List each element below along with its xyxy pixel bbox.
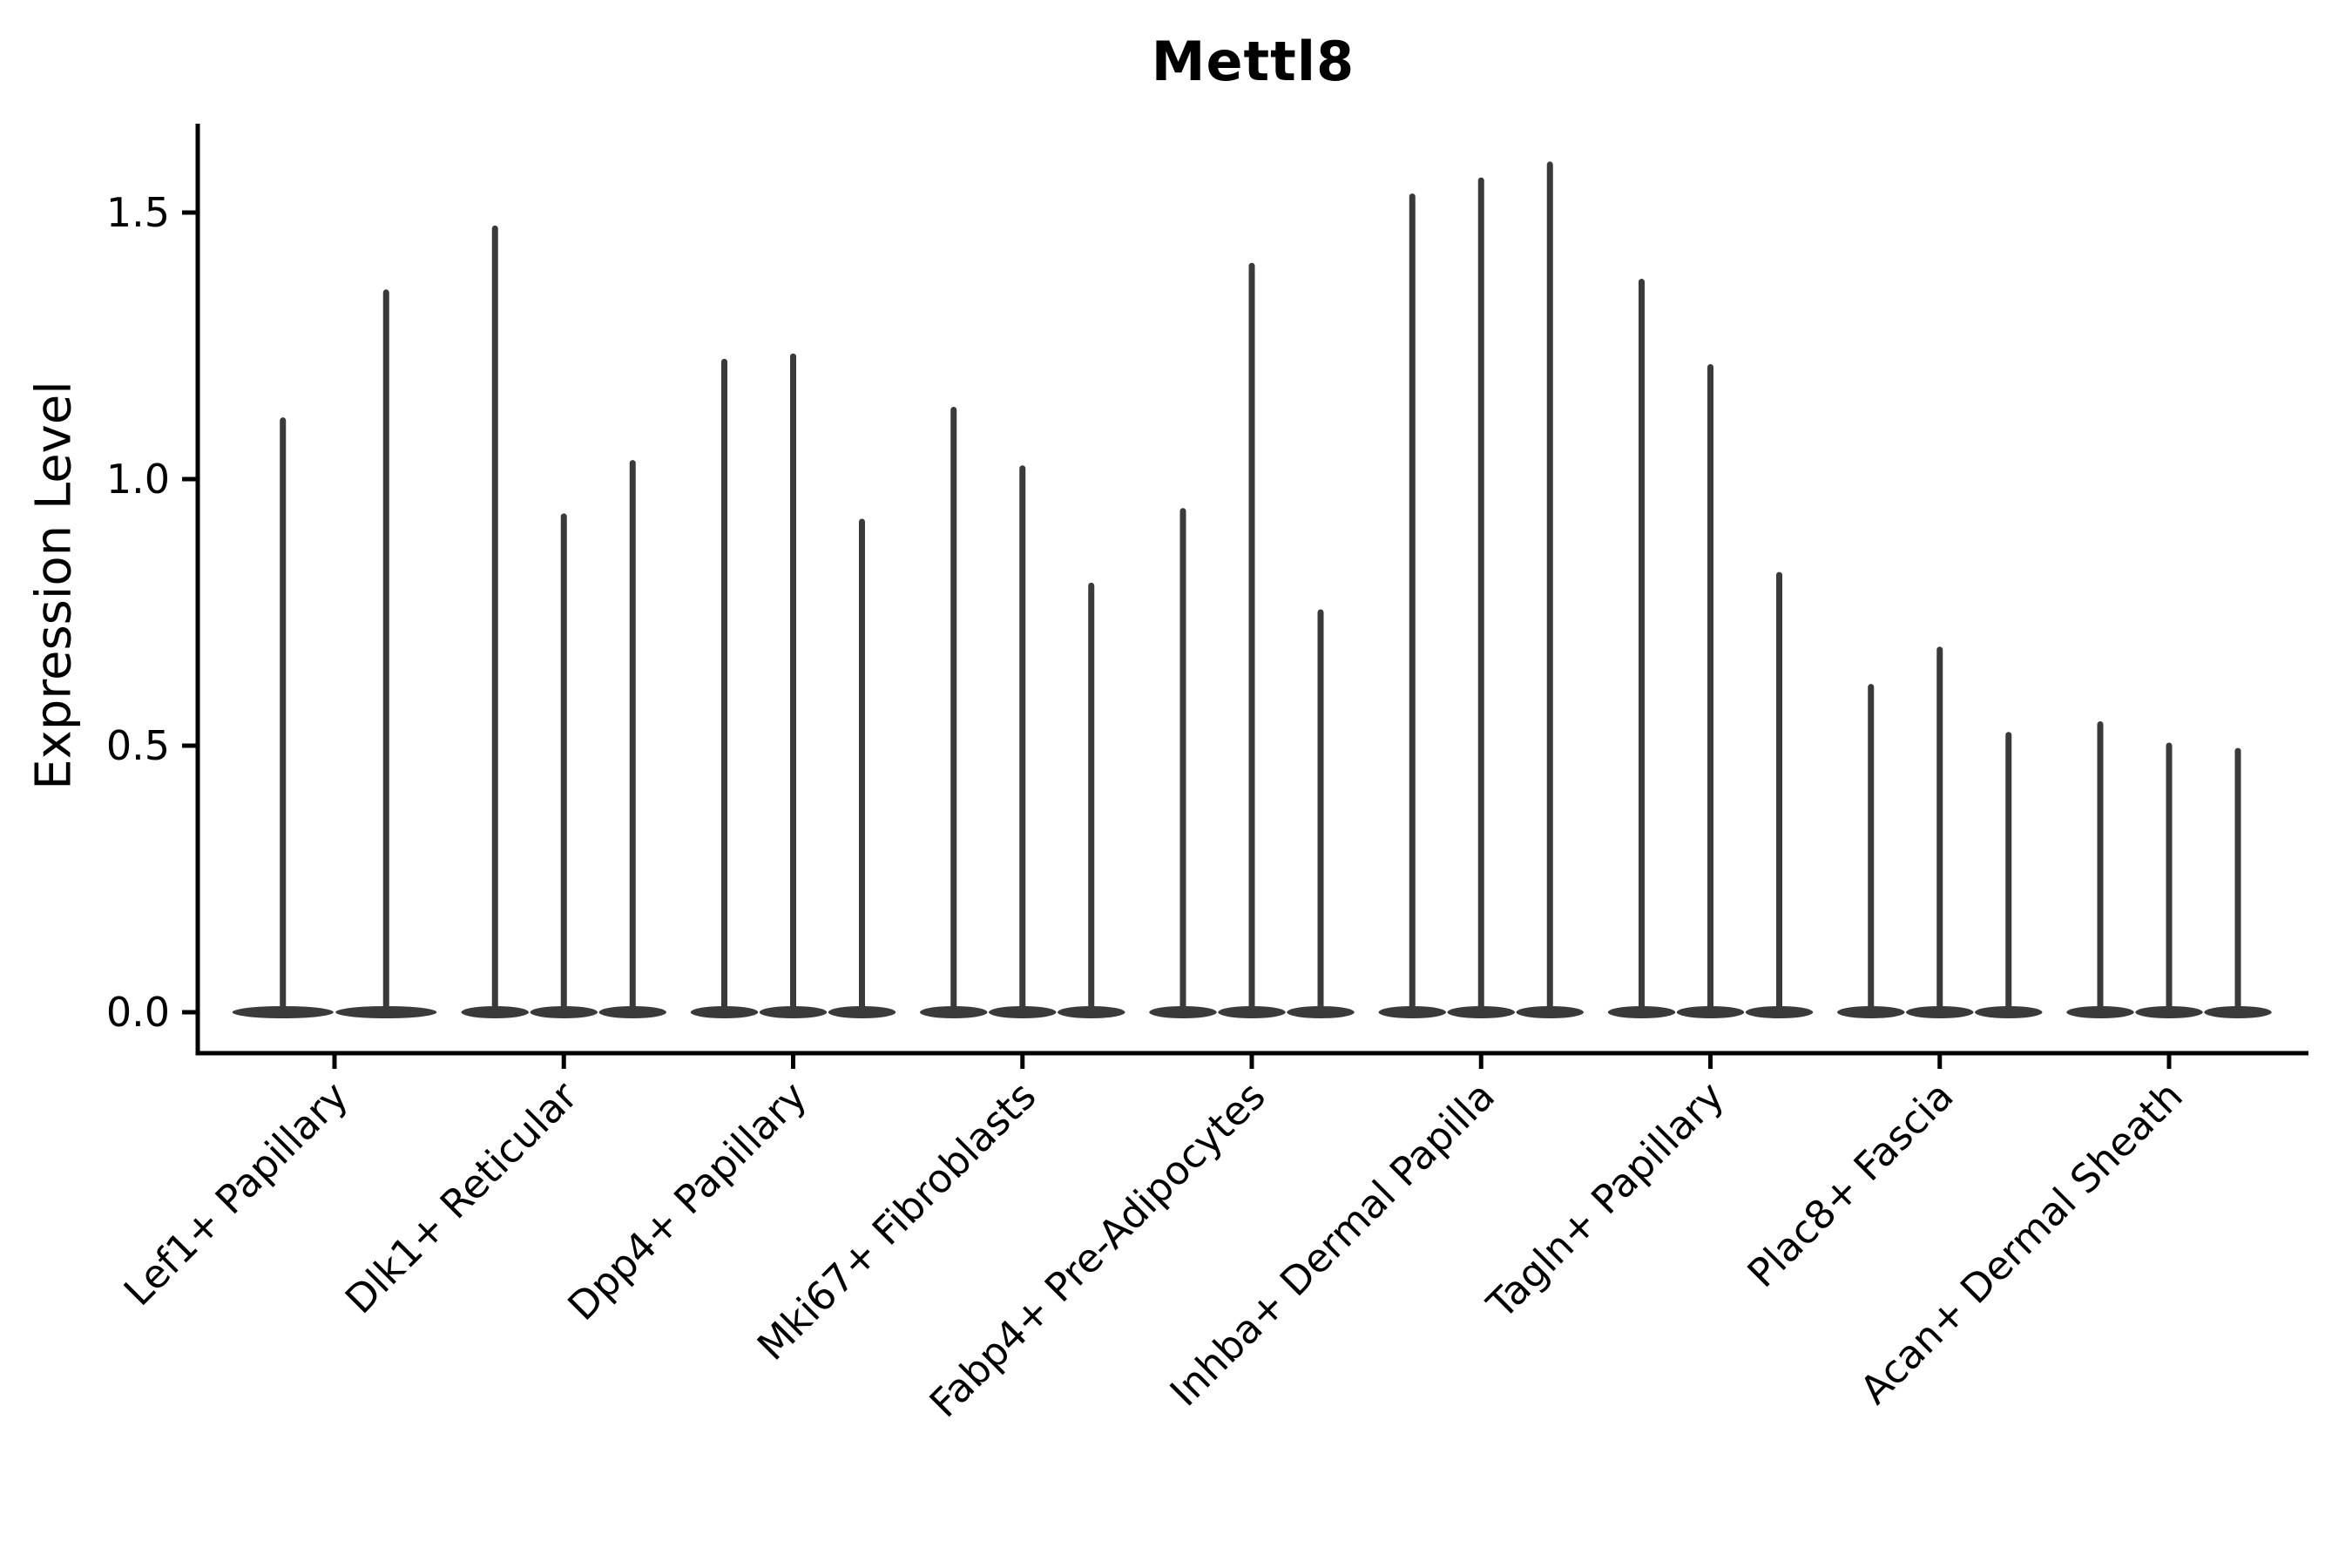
x-axis-label: Lef1+ Papillary [115,1072,357,1315]
y-axis-tick-label: 0.5 [106,722,170,769]
chart-title: Mettl8 [1151,30,1355,93]
x-axis-label: Dpp4+ Papillary [558,1072,815,1329]
x-axis-label: Plac8+ Fascia [1739,1072,1963,1296]
x-axis-label: Tagln+ Papillary [1477,1072,1733,1328]
y-axis-tick-label: 0.0 [106,989,170,1036]
y-axis-tick-label: 1.0 [106,456,170,503]
y-axis-tick-label: 1.5 [106,189,170,236]
x-axis-label: Dlk1+ Reticular [336,1072,586,1322]
